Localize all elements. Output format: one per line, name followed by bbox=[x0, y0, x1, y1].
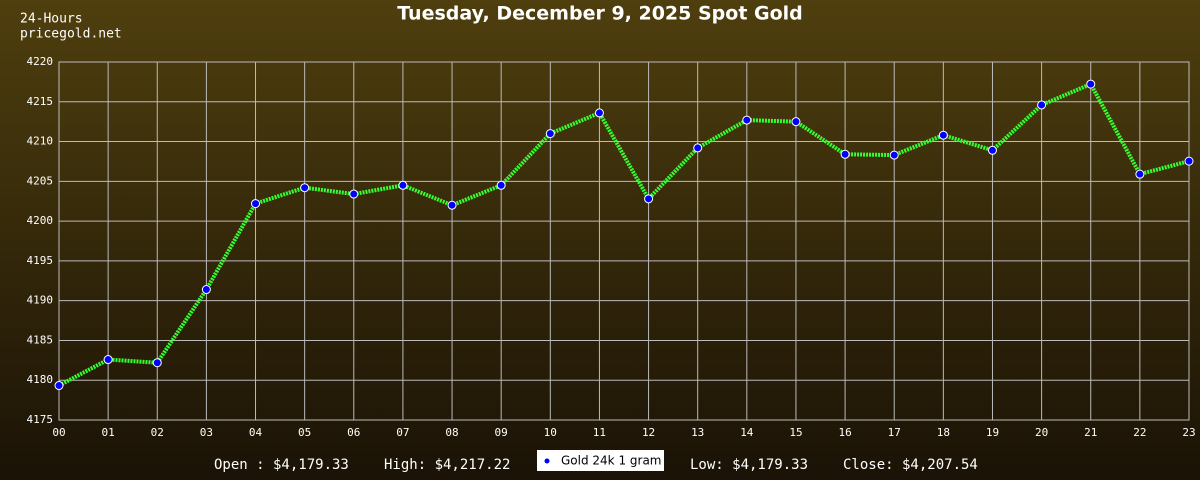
stat-text: High: $4,217.22 bbox=[384, 457, 510, 473]
x-tick-label: 02 bbox=[151, 426, 164, 439]
x-tick-label: 08 bbox=[445, 426, 458, 439]
y-tick-label: 4175 bbox=[27, 413, 54, 426]
y-tick-label: 4205 bbox=[27, 174, 54, 187]
corner-text: 24-Hours bbox=[20, 12, 83, 27]
corner-text: pricegold.net bbox=[20, 27, 122, 42]
data-point bbox=[742, 115, 752, 125]
legend-label: Gold 24k 1 gram bbox=[561, 454, 661, 468]
data-point bbox=[889, 150, 899, 160]
x-tick-label: 13 bbox=[691, 426, 704, 439]
x-tick-label: 11 bbox=[593, 426, 606, 439]
data-point bbox=[1184, 156, 1194, 166]
y-tick-label: 4215 bbox=[27, 95, 54, 108]
data-point bbox=[447, 200, 457, 210]
data-point bbox=[251, 199, 261, 209]
data-point bbox=[693, 143, 703, 153]
data-point bbox=[594, 108, 604, 118]
y-tick-label: 4180 bbox=[27, 373, 54, 386]
data-point bbox=[644, 194, 654, 204]
chart-title: Tuesday, December 9, 2025 Spot Gold bbox=[397, 3, 803, 25]
y-tick-label: 4185 bbox=[27, 333, 54, 346]
x-tick-label: 04 bbox=[249, 426, 263, 439]
x-tick-label: 20 bbox=[1035, 426, 1048, 439]
stat-text: Low: $4,179.33 bbox=[690, 457, 808, 473]
data-point bbox=[545, 129, 555, 139]
data-point bbox=[840, 149, 850, 159]
x-tick-label: 00 bbox=[52, 426, 65, 439]
y-tick-label: 4190 bbox=[27, 294, 54, 307]
x-tick-label: 21 bbox=[1084, 426, 1097, 439]
x-tick-label: 05 bbox=[298, 426, 311, 439]
data-point bbox=[152, 358, 162, 368]
x-tick-label: 16 bbox=[838, 426, 851, 439]
data-point bbox=[1135, 169, 1145, 179]
series-line bbox=[58, 81, 1190, 388]
data-point bbox=[300, 183, 310, 193]
data-point bbox=[54, 381, 64, 391]
x-tick-label: 15 bbox=[789, 426, 802, 439]
x-tick-label: 10 bbox=[544, 426, 557, 439]
stat-text: Close: $4,207.54 bbox=[843, 457, 978, 473]
legend-box bbox=[537, 450, 664, 471]
data-point bbox=[1037, 100, 1047, 110]
data-point bbox=[103, 355, 113, 365]
y-tick-label: 4220 bbox=[27, 55, 54, 68]
x-tick-label: 14 bbox=[740, 426, 754, 439]
x-tick-label: 18 bbox=[937, 426, 950, 439]
data-point bbox=[496, 180, 506, 190]
data-point bbox=[1086, 79, 1096, 89]
x-tick-label: 22 bbox=[1133, 426, 1146, 439]
x-tick-label: 23 bbox=[1182, 426, 1195, 439]
data-point bbox=[987, 145, 997, 155]
x-tick-label: 12 bbox=[642, 426, 655, 439]
data-point bbox=[349, 189, 359, 199]
data-point bbox=[201, 285, 211, 295]
x-tick-label: 09 bbox=[495, 426, 508, 439]
x-tick-label: 06 bbox=[347, 426, 360, 439]
y-tick-label: 4195 bbox=[27, 254, 54, 267]
y-tick-label: 4210 bbox=[27, 135, 54, 148]
x-tick-label: 03 bbox=[200, 426, 213, 439]
y-tick-label: 4200 bbox=[27, 214, 54, 227]
x-tick-label: 07 bbox=[396, 426, 409, 439]
legend-marker bbox=[544, 458, 550, 464]
data-point bbox=[398, 180, 408, 190]
data-point bbox=[791, 117, 801, 127]
stat-text: Open : $4,179.33 bbox=[214, 457, 349, 473]
x-tick-label: 19 bbox=[986, 426, 999, 439]
data-point bbox=[938, 130, 948, 140]
x-tick-label: 01 bbox=[102, 426, 115, 439]
x-tick-label: 17 bbox=[888, 426, 901, 439]
